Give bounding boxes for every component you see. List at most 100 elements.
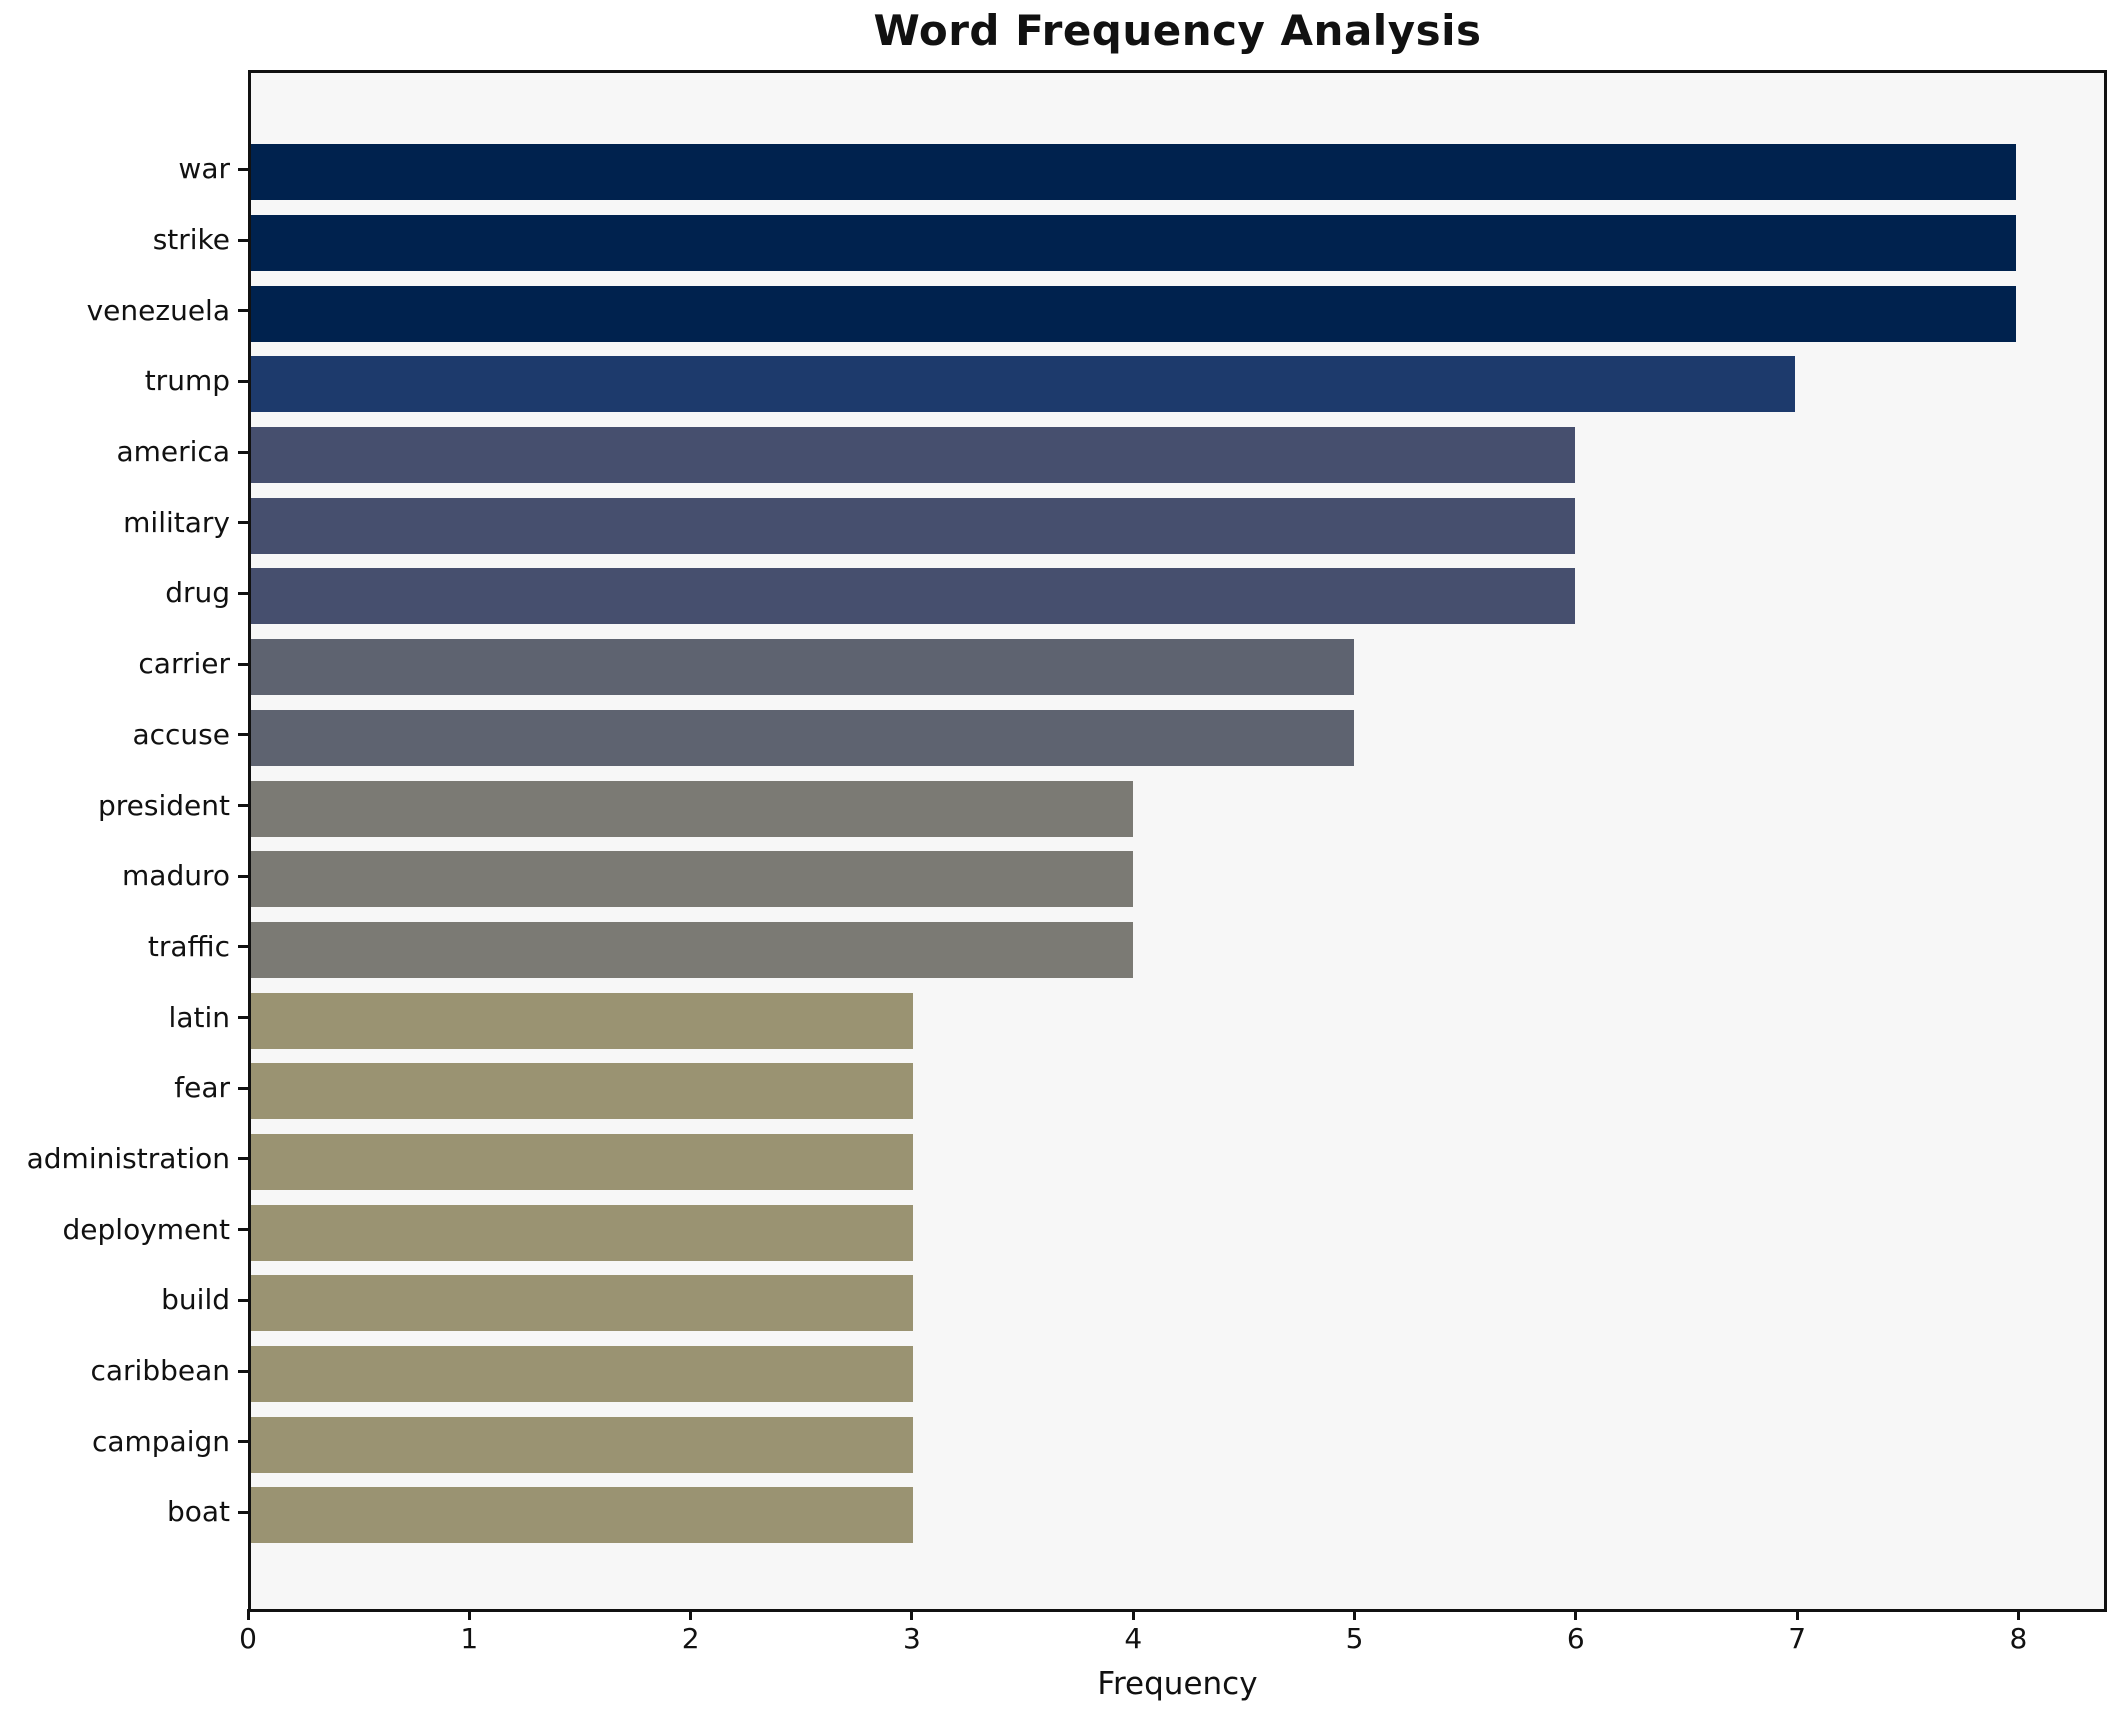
y-tick-label-america: america [116, 435, 230, 469]
bar-campaign [251, 1416, 913, 1473]
y-tick-mark [238, 309, 248, 313]
bar-america [251, 427, 1575, 484]
bar-row-accuse [251, 703, 2104, 774]
y-row-administration: administration [0, 1124, 248, 1195]
bar-row-president [251, 773, 2104, 844]
y-row-venezuela: venezuela [0, 275, 248, 346]
bar-administration [251, 1133, 913, 1190]
bar-row-military [251, 490, 2104, 561]
y-row-war: war [0, 134, 248, 205]
bar-carrier [251, 639, 1354, 696]
y-tick-mark [238, 662, 248, 666]
y-tick-label-trump: trump [144, 364, 230, 398]
y-row-build: build [0, 1265, 248, 1336]
y-tick-mark [238, 167, 248, 171]
bar-row-strike [251, 208, 2104, 279]
y-tick-label-maduro: maduro [122, 859, 230, 893]
y-row-traffic: traffic [0, 912, 248, 983]
bar-row-maduro [251, 844, 2104, 915]
x-tick-label: 6 [1566, 1622, 1585, 1655]
y-tick-mark [238, 1086, 248, 1090]
y-tick-label-caribbean: caribbean [90, 1354, 230, 1388]
y-row-campaign: campaign [0, 1406, 248, 1477]
y-tick-mark [238, 1369, 248, 1373]
bar-row-carrier [251, 632, 2104, 703]
y-row-trump: trump [0, 346, 248, 417]
x-tick-label: 8 [2009, 1622, 2028, 1655]
x-tick-label: 2 [681, 1622, 700, 1655]
bar-drug [251, 568, 1575, 625]
y-row-latin: latin [0, 982, 248, 1053]
bar-row-latin [251, 985, 2104, 1056]
plot-area [248, 70, 2107, 1612]
y-tick-mark [238, 945, 248, 949]
x-tick-mark [1131, 1609, 1135, 1620]
y-tick-mark [238, 521, 248, 525]
bar-row-administration [251, 1127, 2104, 1198]
y-tick-label-drug: drug [165, 576, 230, 610]
x-tick-mark [1353, 1609, 1357, 1620]
x-tick-label: 0 [239, 1622, 257, 1655]
y-row-drug: drug [0, 558, 248, 629]
bar-boat [251, 1487, 913, 1544]
bar-row-caribbean [251, 1339, 2104, 1410]
y-row-caribbean: caribbean [0, 1336, 248, 1407]
y-tick-label-boat: boat [166, 1495, 230, 1529]
x-tick-label: 5 [1345, 1622, 1364, 1655]
x-tick-mark [910, 1609, 914, 1620]
y-tick-mark [238, 874, 248, 878]
bar-venezuela [251, 285, 2016, 342]
bar-military [251, 497, 1575, 554]
x-tick-label: 7 [1788, 1622, 1807, 1655]
bar-fear [251, 1063, 913, 1120]
bar-accuse [251, 709, 1354, 766]
bar-deployment [251, 1204, 913, 1261]
y-row-boat: boat [0, 1477, 248, 1548]
bar-row-deployment [251, 1197, 2104, 1268]
y-row-accuse: accuse [0, 700, 248, 771]
y-row-strike: strike [0, 205, 248, 276]
y-tick-mark [238, 1016, 248, 1020]
y-tick-label-build: build [161, 1283, 230, 1317]
bar-row-traffic [251, 915, 2104, 986]
bar-row-venezuela [251, 278, 2104, 349]
x-tick-label: 1 [460, 1622, 479, 1655]
y-tick-mark [238, 1440, 248, 1444]
y-tick-mark [238, 1228, 248, 1232]
y-row-carrier: carrier [0, 629, 248, 700]
y-tick-label-president: president [98, 788, 230, 822]
bar-row-war [251, 137, 2104, 208]
x-tick-mark [1795, 1609, 1799, 1620]
bar-maduro [251, 851, 1134, 908]
y-tick-label-campaign: campaign [91, 1424, 230, 1458]
bar-war [251, 144, 2016, 201]
x-axis-title: Frequency [1097, 1666, 1258, 1702]
y-tick-label-deployment: deployment [62, 1212, 230, 1246]
y-tick-mark [238, 238, 248, 242]
bar-row-build [251, 1268, 2104, 1339]
bar-row-trump [251, 349, 2104, 420]
y-tick-label-military: military [123, 505, 230, 539]
y-tick-label-accuse: accuse [132, 717, 230, 751]
bar-strike [251, 215, 2016, 272]
bar-latin [251, 992, 913, 1049]
bar-caribbean [251, 1346, 913, 1403]
bar-row-boat [251, 1480, 2104, 1551]
bar-row-campaign [251, 1409, 2104, 1480]
y-tick-mark [238, 591, 248, 595]
x-tick-mark [246, 1609, 250, 1620]
y-row-maduro: maduro [0, 841, 248, 912]
x-tick-mark [1574, 1609, 1578, 1620]
y-tick-mark [238, 1298, 248, 1302]
bar-row-fear [251, 1056, 2104, 1127]
y-axis: war strike venezuela trump america military dr… [0, 70, 248, 1612]
y-row-president: president [0, 770, 248, 841]
bar-president [251, 780, 1134, 837]
bar-row-drug [251, 561, 2104, 632]
y-tick-mark [238, 1510, 248, 1514]
y-tick-label-latin: latin [168, 1000, 230, 1034]
y-tick-mark [238, 733, 248, 737]
bar-build [251, 1275, 913, 1332]
y-tick-label-carrier: carrier [138, 647, 230, 681]
y-tick-label-traffic: traffic [147, 929, 230, 963]
